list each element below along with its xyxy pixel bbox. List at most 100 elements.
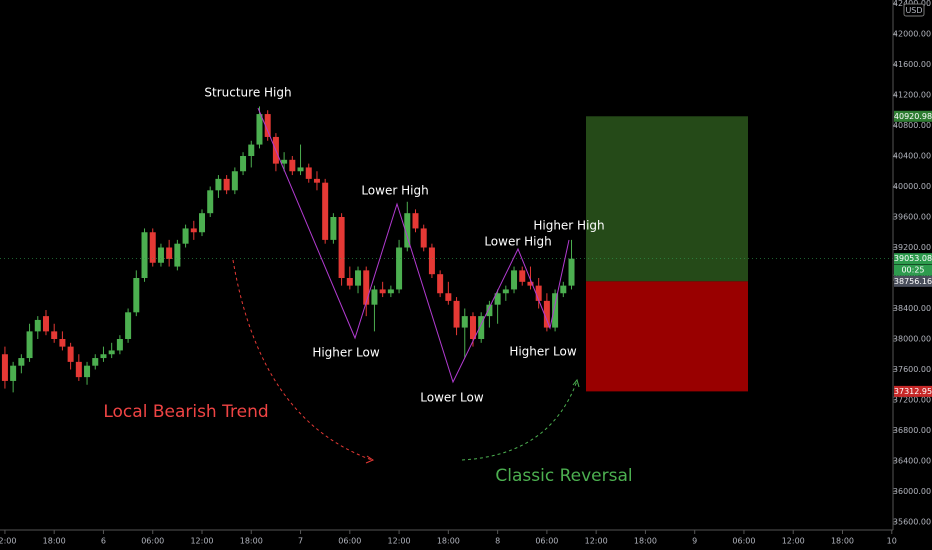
y-tick-label: 38000.00 — [893, 334, 931, 343]
target-label: 40920.98 — [894, 112, 932, 121]
candle-body — [18, 358, 25, 366]
candle-body — [166, 247, 173, 259]
zigzag — [257, 107, 570, 384]
candle-body — [149, 232, 156, 263]
candle-body — [207, 190, 214, 214]
candle-body — [125, 312, 132, 339]
plot-area — [0, 106, 893, 393]
candle-body — [256, 114, 263, 145]
candle-body — [396, 247, 403, 290]
candle-body — [297, 167, 304, 172]
candle-body — [502, 289, 509, 294]
y-tick-label: 36400.00 — [893, 456, 931, 465]
candle-body — [190, 228, 197, 233]
candle-body — [519, 270, 526, 282]
candle-body — [34, 319, 41, 332]
candle-body — [568, 258, 575, 286]
x-tick-label: 8 — [495, 537, 500, 546]
profit-zone — [586, 116, 748, 282]
candle-body — [486, 304, 493, 317]
y-tick-label: 41200.00 — [893, 91, 931, 100]
stop-label-box — [894, 385, 932, 397]
candle-body — [108, 350, 115, 355]
y-tick-label: 39600.00 — [893, 213, 931, 222]
x-tick-label: 7 — [298, 537, 303, 546]
candle-body — [248, 144, 255, 157]
reversal-arrow-head — [572, 378, 580, 388]
candle-body — [552, 293, 559, 328]
candle-body — [387, 289, 394, 294]
countdown: 00:25 — [901, 266, 924, 275]
candle-body — [231, 171, 238, 191]
candle-body — [281, 159, 288, 164]
candle-body — [511, 270, 518, 290]
x-tick-label: 06:00 — [732, 537, 755, 546]
candle-body — [51, 331, 58, 339]
y-tick-label: 36000.00 — [893, 487, 931, 496]
candle-body — [527, 281, 534, 286]
trend-label: Classic Reversal — [495, 466, 632, 486]
annotation: Structure High — [204, 86, 291, 100]
y-tick-label: 40000.00 — [893, 182, 931, 191]
x-tick-label: 12:00 — [782, 537, 805, 546]
candle-body — [240, 156, 247, 172]
y-tick-label: 36800.00 — [893, 426, 931, 435]
candle-body — [305, 167, 312, 179]
x-tick-label: 9 — [692, 537, 697, 546]
x-tick-label: 06:00 — [338, 537, 361, 546]
target-label-box — [894, 110, 932, 122]
candle-body — [363, 270, 370, 305]
y-tick-label: 35600.00 — [893, 517, 931, 526]
x-tick-label: 12:00 — [388, 537, 411, 546]
x-tick-label: 06:00 — [141, 537, 164, 546]
candle-body — [338, 217, 345, 279]
candle-body — [494, 293, 501, 305]
x-tick-label: 6 — [101, 537, 106, 546]
candle-body — [10, 365, 17, 381]
y-tick-label: 42000.00 — [893, 30, 931, 39]
candle-body — [535, 285, 542, 301]
candle-body — [560, 285, 567, 294]
candle-body — [133, 278, 140, 313]
annotation: Lower Low — [420, 391, 484, 405]
stop-label: 37312.95 — [894, 387, 932, 396]
candle-body — [420, 228, 427, 248]
bearish-arrow-head — [365, 455, 375, 464]
candle-body — [379, 289, 386, 294]
candle-body — [264, 114, 271, 137]
entry-label-box — [894, 275, 932, 287]
bearish-arrow — [232, 259, 373, 461]
candle-body — [313, 178, 320, 183]
candle-body — [141, 232, 148, 279]
annotation: Higher High — [533, 219, 604, 233]
candle-body — [84, 365, 91, 378]
annotation: Higher Low — [312, 346, 380, 360]
candle-body — [437, 274, 444, 294]
candle-body — [100, 354, 107, 359]
candle-body — [445, 293, 452, 301]
candle-body — [199, 213, 206, 233]
candle-body — [67, 346, 74, 362]
candle-body — [543, 300, 550, 328]
loss-zone — [586, 281, 748, 392]
x-tick-label: 06:00 — [535, 537, 558, 546]
candle-body — [157, 247, 164, 263]
candle-body — [182, 228, 189, 244]
x-tick-label: 12:00 — [585, 537, 608, 546]
annotation: Lower High — [361, 184, 428, 198]
annotation: Lower High — [484, 235, 551, 249]
candle-body — [478, 316, 485, 339]
x-tick-label: 12:00 — [190, 537, 213, 546]
candle-body — [412, 213, 419, 229]
x-tick-label: 18:00 — [831, 537, 854, 546]
candle-body — [26, 331, 33, 359]
y-tick-label: 41600.00 — [893, 60, 931, 69]
candle-body — [174, 243, 181, 267]
entry-label: 38756.16 — [894, 277, 932, 286]
x-tick-label: 18:00 — [634, 537, 657, 546]
candle-body — [404, 213, 411, 248]
y-tick-label: 38400.00 — [893, 304, 931, 313]
last-price-label-box — [894, 253, 932, 265]
x-tick-label: 18:00 — [43, 537, 66, 546]
